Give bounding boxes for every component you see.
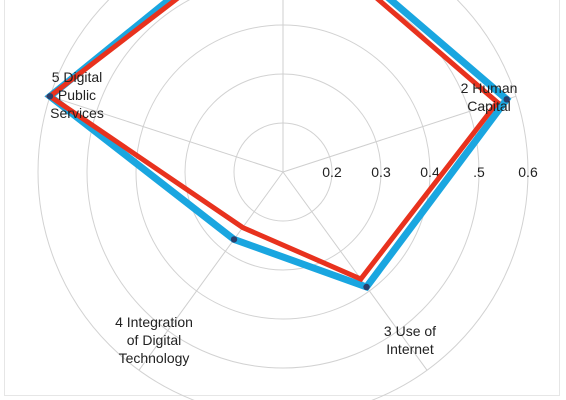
series-1-point [46,93,54,100]
series-layer [44,0,512,292]
axis-label-2: 2 Human [461,80,518,96]
axis-label-5: Services [50,105,104,121]
tick-label: 0.4 [420,164,440,180]
tick-label: .5 [473,164,485,180]
spoke [49,95,284,173]
grid-ring [86,0,480,369]
chart-frame [4,0,560,396]
series-2-line [45,0,501,283]
tick-label: 0.6 [518,164,538,180]
axis-label-4: Technology [119,350,190,366]
axis-label-2: Capital [467,98,511,114]
tick-label: 0.3 [371,164,391,180]
spoke [138,171,284,371]
axis-label-3: 3 Use of [384,323,436,339]
spoke [282,95,517,173]
axis-label-4: 4 Integration [115,314,193,330]
series-1-point [230,236,238,243]
axis-label-3: Internet [386,341,434,357]
series-1-point [503,96,510,103]
radar-spokes [49,0,517,371]
axis-label-5: Public [58,87,96,103]
radial-tick-labels: 0.2 0.3 0.4 .5 0.6 [322,164,538,180]
tick-label: 0.2 [322,164,342,180]
spoke [282,171,428,371]
axis-labels: 2 Human Capital 3 Use of Internet 4 Integrat… [50,69,517,366]
axis-label-4: of Digital [127,332,181,348]
axis-label-5: 5 Digital [52,69,103,85]
series-1-point [363,283,370,291]
grid-ring [37,0,529,400]
